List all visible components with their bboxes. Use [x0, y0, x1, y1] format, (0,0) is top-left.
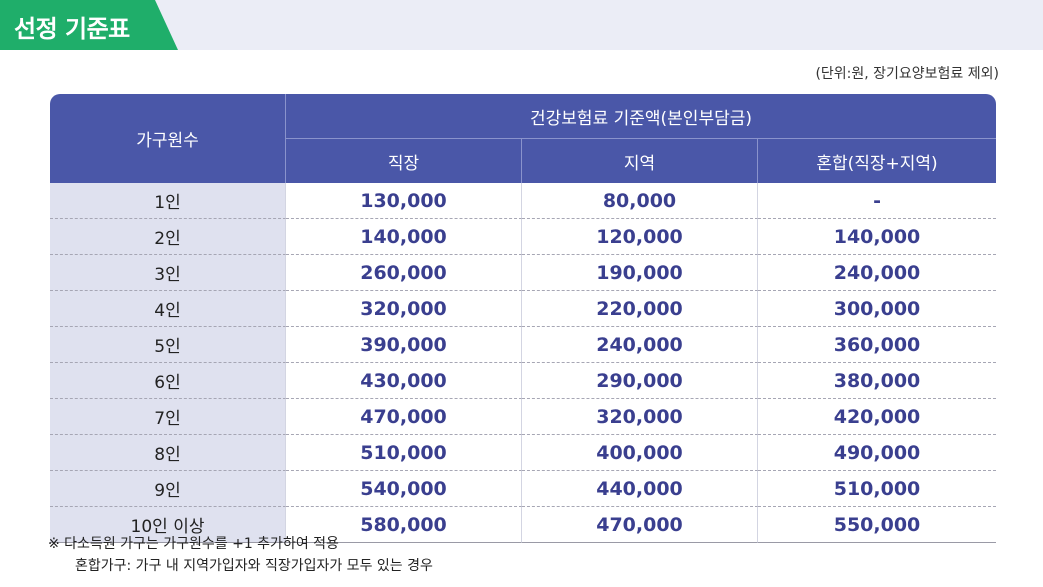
table-row: 2인 140,000 120,000 140,000 — [50, 219, 997, 255]
table-row: 3인 260,000 190,000 240,000 — [50, 255, 997, 291]
household-count-cell: 3인 — [50, 255, 286, 291]
note-mixed-household: 혼합가구: 가구 내 지역가입자와 직장가입자가 모두 있는 경우 — [75, 558, 433, 574]
region-value-cell: 320,000 — [522, 399, 758, 435]
table-row: 6인 430,000 290,000 380,000 — [50, 363, 997, 399]
region-value-cell: 470,000 — [522, 507, 758, 543]
mixed-value-cell: - — [758, 183, 997, 219]
mixed-value-cell: 240,000 — [758, 255, 997, 291]
table-row: 4인 320,000 220,000 300,000 — [50, 291, 997, 327]
mixed-value-cell: 140,000 — [758, 219, 997, 255]
table-row: 1인 130,000 80,000- — [50, 183, 997, 219]
region-value-cell: 240,000 — [522, 327, 758, 363]
mixed-value-cell: 490,000 — [758, 435, 997, 471]
work-value-cell: 430,000 — [286, 363, 522, 399]
work-value-cell: 320,000 — [286, 291, 522, 327]
work-value-cell: 390,000 — [286, 327, 522, 363]
mixed-value-cell: 360,000 — [758, 327, 997, 363]
header-work: 직장 — [286, 138, 522, 183]
household-count-cell: 7인 — [50, 399, 286, 435]
work-value-cell: 470,000 — [286, 399, 522, 435]
page-title: 선정 기준표 — [14, 15, 130, 43]
mixed-value-cell: 420,000 — [758, 399, 997, 435]
mixed-value-cell: 550,000 — [758, 507, 997, 543]
region-value-cell: 290,000 — [522, 363, 758, 399]
household-count-cell: 6인 — [50, 363, 286, 399]
work-value-cell: 130,000 — [286, 183, 522, 219]
household-count-cell: 1인 — [50, 183, 286, 219]
household-count-cell: 5인 — [50, 327, 286, 363]
mixed-value-cell: 380,000 — [758, 363, 997, 399]
work-value-cell: 540,000 — [286, 471, 522, 507]
table-row: 5인 390,000 240,000 360,000 — [50, 327, 997, 363]
region-value-cell: 190,000 — [522, 255, 758, 291]
work-value-cell: 510,000 — [286, 435, 522, 471]
header-mixed: 혼합(직장+지역) — [758, 138, 997, 183]
region-value-cell: 440,000 — [522, 471, 758, 507]
mixed-value-cell: 510,000 — [758, 471, 997, 507]
table-row: 9인 540,000 440,000 510,000 — [50, 471, 997, 507]
header-insurance-base: 건강보험료 기준액(본인부담금) — [286, 94, 997, 138]
work-value-cell: 140,000 — [286, 219, 522, 255]
notes: ※ 다소득원 가구는 가구원수를 +1 추가하여 적용 혼합가구: 가구 내 지… — [48, 533, 433, 577]
mixed-value-cell: 300,000 — [758, 291, 997, 327]
table-row: 10인 이상 580,000 470,000 550,000 — [50, 507, 997, 543]
region-value-cell: 400,000 — [522, 435, 758, 471]
note-multi-income: ※ 다소득원 가구는 가구원수를 +1 추가하여 적용 — [48, 536, 339, 552]
table-row: 8인 510,000 400,000 490,000 — [50, 435, 997, 471]
household-count-cell: 4인 — [50, 291, 286, 327]
region-value-cell: 80,000 — [522, 183, 758, 219]
criteria-table: 가구원수 건강보험료 기준액(본인부담금) 직장 지역 혼합(직장+지역) 1인… — [50, 94, 997, 543]
household-count-cell: 8인 — [50, 435, 286, 471]
work-value-cell: 580,000 — [286, 507, 522, 543]
work-value-cell: 260,000 — [286, 255, 522, 291]
household-count-cell: 9인 — [50, 471, 286, 507]
region-value-cell: 120,000 — [522, 219, 758, 255]
table-row: 7인 470,000 320,000 420,000 — [50, 399, 997, 435]
region-value-cell: 220,000 — [522, 291, 758, 327]
unit-note: (단위:원, 장기요양보험료 제외) — [815, 66, 999, 82]
header-household-count: 가구원수 — [50, 94, 286, 183]
household-count-cell: 10인 이상 — [50, 507, 286, 543]
title-tab — [0, 0, 178, 50]
household-count-cell: 2인 — [50, 219, 286, 255]
header-region: 지역 — [522, 138, 758, 183]
